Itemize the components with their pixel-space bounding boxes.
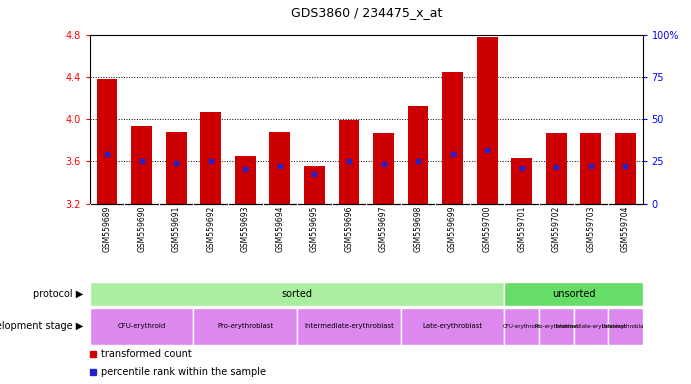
Text: GSM559698: GSM559698 bbox=[413, 206, 423, 252]
Text: GSM559692: GSM559692 bbox=[206, 206, 216, 252]
Text: unsorted: unsorted bbox=[552, 289, 595, 299]
Text: Intermediate-erythroblast: Intermediate-erythroblast bbox=[556, 324, 626, 329]
Text: GSM559700: GSM559700 bbox=[482, 206, 492, 252]
Bar bbox=[401, 308, 504, 345]
Bar bbox=[193, 308, 297, 345]
Bar bbox=[408, 106, 428, 204]
Text: protocol ▶: protocol ▶ bbox=[32, 289, 83, 299]
Text: GSM559699: GSM559699 bbox=[448, 206, 457, 252]
Bar bbox=[615, 133, 636, 204]
Bar bbox=[504, 308, 539, 345]
Text: Late-erythroblast: Late-erythroblast bbox=[422, 323, 483, 329]
Bar bbox=[580, 133, 601, 204]
Text: GSM559702: GSM559702 bbox=[551, 206, 561, 252]
Bar bbox=[90, 308, 193, 345]
Bar bbox=[546, 133, 567, 204]
Text: Late-erythroblast: Late-erythroblast bbox=[602, 324, 649, 329]
Text: GSM559695: GSM559695 bbox=[310, 206, 319, 252]
Bar bbox=[235, 156, 256, 204]
Text: GDS3860 / 234475_x_at: GDS3860 / 234475_x_at bbox=[290, 6, 442, 19]
Bar bbox=[97, 79, 117, 204]
Text: transformed count: transformed count bbox=[101, 349, 191, 359]
Text: GSM559689: GSM559689 bbox=[102, 206, 112, 252]
Text: GSM559697: GSM559697 bbox=[379, 206, 388, 252]
Bar bbox=[166, 132, 187, 204]
Bar bbox=[608, 308, 643, 345]
Text: Intermediate-erythroblast: Intermediate-erythroblast bbox=[304, 323, 394, 329]
Bar bbox=[504, 282, 643, 306]
Bar bbox=[373, 133, 394, 204]
Bar bbox=[539, 308, 574, 345]
Text: Pro-erythroblast: Pro-erythroblast bbox=[217, 323, 274, 329]
Bar bbox=[442, 71, 463, 204]
Bar bbox=[304, 166, 325, 204]
Text: GSM559690: GSM559690 bbox=[137, 206, 146, 252]
Text: development stage ▶: development stage ▶ bbox=[0, 321, 83, 331]
Text: GSM559704: GSM559704 bbox=[621, 206, 630, 252]
Text: CFU-erythroid: CFU-erythroid bbox=[117, 323, 166, 329]
Text: sorted: sorted bbox=[282, 289, 312, 299]
Text: GSM559696: GSM559696 bbox=[344, 206, 354, 252]
Text: CFU-erythroid: CFU-erythroid bbox=[503, 324, 540, 329]
Bar bbox=[297, 308, 401, 345]
Text: percentile rank within the sample: percentile rank within the sample bbox=[101, 366, 266, 377]
Text: Pro-erythroblast: Pro-erythroblast bbox=[534, 324, 578, 329]
Bar bbox=[200, 112, 221, 204]
Text: GSM559691: GSM559691 bbox=[171, 206, 181, 252]
Bar bbox=[131, 126, 152, 204]
Bar bbox=[269, 132, 290, 204]
Text: GSM559701: GSM559701 bbox=[517, 206, 527, 252]
Text: GSM559694: GSM559694 bbox=[275, 206, 285, 252]
Bar bbox=[90, 282, 504, 306]
Bar bbox=[477, 37, 498, 204]
Text: GSM559693: GSM559693 bbox=[240, 206, 250, 252]
Bar bbox=[511, 158, 532, 204]
Bar bbox=[339, 120, 359, 204]
Text: GSM559703: GSM559703 bbox=[586, 206, 596, 252]
Bar bbox=[574, 308, 608, 345]
